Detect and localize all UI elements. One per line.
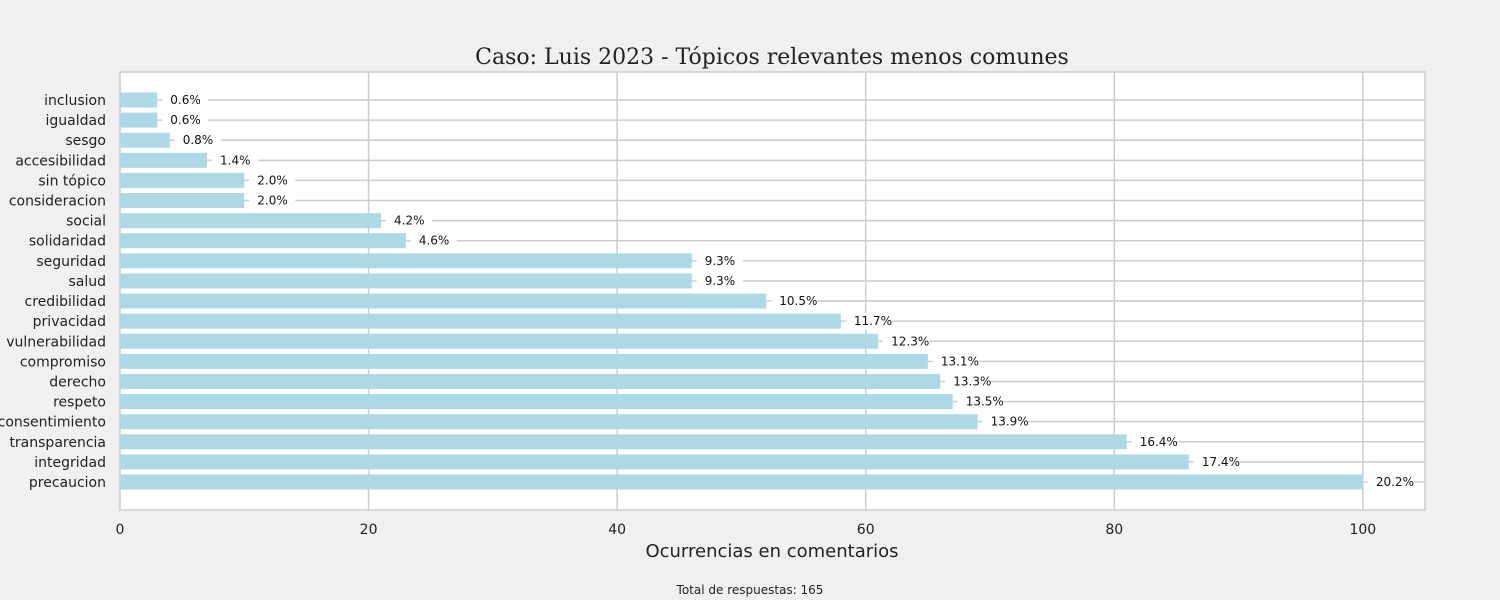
bar-sin-tópico [120,172,245,188]
data-label: 20.2% [1376,475,1414,489]
x-tick-label: 0 [116,522,125,538]
category-label: vulnerabilidad [6,334,106,350]
category-label: accesibilidad [15,153,106,169]
chart-title: Caso: Luis 2023 - Tópicos relevantes men… [475,45,1069,70]
data-label: 12.3% [891,334,929,348]
bar-consentimiento [120,414,978,430]
data-label-bg [386,212,432,229]
bar-inclusion [120,92,158,108]
category-label: consideracion [9,194,106,210]
category-label: sesgo [65,133,106,149]
data-label: 1.4% [220,153,251,167]
x-tick-label: 20 [360,522,378,538]
category-label: transparencia [9,435,106,451]
x-axis-label: Ocurrencias en comentarios [645,541,898,562]
x-tick-label: 80 [1105,522,1123,538]
data-label-bg [982,413,1029,430]
category-label: credibilidad [25,294,106,310]
data-label-bg [249,172,296,189]
data-label-bg [174,132,221,149]
category-label: precaucion [29,475,106,491]
bar-privacidad [120,313,841,329]
category-label: salud [68,274,106,290]
data-label-bg [696,252,743,269]
bar-credibilidad [120,293,767,309]
bar-salud [120,273,692,289]
data-label-bg [932,353,979,370]
data-labels: 20.2% 17.4% 16.4% 13.9% 13.5% 13.3% 13.1% 12.3%… [162,92,1414,490]
bar-seguridad [120,253,692,269]
bars [120,92,1363,490]
footnote-total: Total de respuestas: 165 [676,583,824,597]
bar-vulnerabilidad [120,333,879,349]
data-label-bg [162,92,209,108]
bar-compromiso [120,353,928,369]
x-tick-label: 40 [608,522,626,538]
data-label-bg [212,152,258,169]
category-label: seguridad [36,254,106,270]
data-label-bg [883,333,930,350]
data-label: 13.5% [966,395,1004,409]
x-tick-label: 60 [857,522,875,538]
data-label: 4.6% [419,234,450,248]
category-label: consentimiento [0,415,106,431]
data-label-bg [249,192,296,209]
data-label-bg [945,373,992,390]
bar-social [120,213,381,229]
data-label: 2.0% [257,194,288,208]
data-label-bg [957,393,1004,410]
category-labels: precaucion integridad transparencia consent… [0,93,106,491]
data-label-bg [696,272,743,289]
data-label: 11.7% [854,314,892,328]
category-label: integridad [34,455,106,471]
bar-accesibilidad [120,152,207,168]
data-label: 4.2% [394,214,425,228]
data-label: 0.6% [170,93,201,107]
bar-respeto [120,394,953,410]
category-label: compromiso [20,354,106,370]
category-label: social [66,214,106,230]
data-label-bg [410,232,457,249]
data-label: 16.4% [1140,435,1178,449]
data-label-bg [1131,433,1178,450]
data-label-bg [1193,453,1240,470]
bar-derecho [120,373,941,389]
category-label: solidaridad [29,234,106,250]
x-tick-labels: 0 20 40 60 80 100 [116,522,1377,538]
bar-igualdad [120,112,158,128]
category-label: sin tópico [38,173,106,189]
data-label-bg [1367,474,1414,490]
data-label: 10.5% [779,294,817,308]
bar-integridad [120,454,1189,470]
data-label: 13.3% [953,374,991,388]
bar-transparencia [120,434,1127,450]
data-label-bg [162,112,209,129]
data-label: 2.0% [257,173,288,187]
category-label: inclusion [44,93,106,109]
category-label: respeto [53,395,106,411]
bar-solidaridad [120,233,406,249]
x-tick-label: 100 [1349,522,1376,538]
data-label: 13.1% [941,354,979,368]
category-label: igualdad [46,113,106,129]
data-label: 9.3% [705,254,736,268]
bar-precaucion [120,474,1363,490]
data-label: 0.6% [170,113,201,127]
data-label: 13.9% [991,415,1029,429]
category-label: privacidad [33,314,106,330]
data-label: 0.8% [183,133,214,147]
category-label: derecho [49,374,106,390]
data-label-bg [771,293,818,310]
bar-sesgo [120,132,170,148]
bar-consideracion [120,193,245,209]
data-label-bg [845,313,892,330]
data-label: 9.3% [705,274,736,288]
data-label: 17.4% [1202,455,1240,469]
